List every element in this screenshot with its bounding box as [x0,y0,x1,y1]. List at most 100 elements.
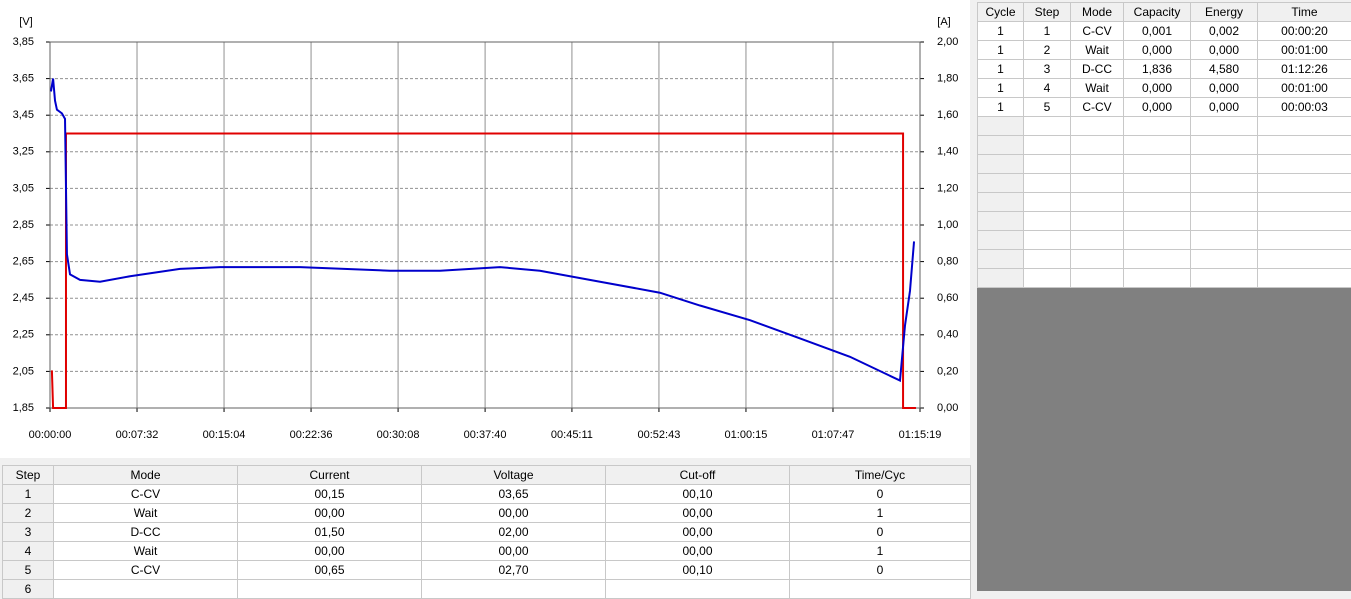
table-cell: 0,000 [1191,41,1258,60]
table-cell [978,212,1024,231]
x-tick-label: 00:52:43 [638,429,681,441]
table-row: 6 [3,580,971,599]
table-cell [1191,193,1258,212]
table-cell: 00,00 [606,504,790,523]
table-cell: 00,65 [238,561,422,580]
table-cell: 01:12:26 [1258,60,1351,79]
y-tick-label: 2,65 [13,256,34,268]
y2-unit: [A] [937,16,950,28]
table-cell [1124,193,1191,212]
table-cell: 4 [3,542,54,561]
table-cell: C-CV [54,561,238,580]
table-cell [1258,174,1351,193]
y2-tick-label: 1,60 [937,109,958,121]
table-cell: D-CC [1071,60,1124,79]
x-tick-label: 01:15:19 [899,429,942,441]
table-cell: 02,70 [422,561,606,580]
chart: [V] [A] 1,852,052,252,452,652,853,053,25… [0,0,970,458]
y2-tick-label: 1,80 [937,73,958,85]
table-cell: 2 [1024,41,1071,60]
table-cell [978,250,1024,269]
table-cell: 00,00 [606,542,790,561]
table-cell: 01,50 [238,523,422,542]
table-cell [1258,212,1351,231]
table-cell [1024,174,1071,193]
table-cell [1024,136,1071,155]
table-cell: 1 [978,79,1024,98]
table-cell: 1 [1024,22,1071,41]
column-header: Time/Cyc [790,466,971,485]
table-cell: 0 [790,523,971,542]
table-cell: 0,000 [1124,79,1191,98]
column-header: Step [3,466,54,485]
table-cell [1071,117,1124,136]
table-cell: 00,00 [238,504,422,523]
table-cell [1071,174,1124,193]
table-cell: 0,001 [1124,22,1191,41]
x-tick-label: 00:15:04 [203,429,246,441]
table-cell [1024,231,1071,250]
table-row [978,250,1351,269]
table-cell: 00:00:20 [1258,22,1351,41]
table-cell [978,231,1024,250]
table-cell: 00:01:00 [1258,79,1351,98]
table-cell: D-CC [54,523,238,542]
table-cell [238,580,422,599]
table-cell: 00,10 [606,561,790,580]
table-cell: 00,00 [238,542,422,561]
table-cell: 3 [3,523,54,542]
column-header: Cycle [978,3,1024,22]
table-cell: 3 [1024,60,1071,79]
column-header: Voltage [422,466,606,485]
table-cell [1258,231,1351,250]
table-cell: 1 [978,41,1024,60]
y2-tick-label: 0,20 [937,365,958,377]
x-tick-label: 00:00:00 [29,429,72,441]
table-cell [1024,269,1071,288]
table-cell [790,580,971,599]
x-tick-label: 00:30:08 [377,429,420,441]
y-tick-label: 2,25 [13,329,34,341]
table-cell [1071,193,1124,212]
y-tick-label: 3,45 [13,109,34,121]
y2-tick-label: 2,00 [937,36,958,48]
table-cell [1071,155,1124,174]
y2-tick-label: 0,60 [937,292,958,304]
column-header: Time [1258,3,1351,22]
column-header: Current [238,466,422,485]
table-cell: 0,000 [1191,98,1258,117]
column-header: Energy [1191,3,1258,22]
y-tick-label: 3,25 [13,146,34,158]
column-header: Mode [1071,3,1124,22]
y-tick-label: 2,85 [13,219,34,231]
y-tick-label: 3,65 [13,73,34,85]
table-cell: 5 [1024,98,1071,117]
table-cell: 0,000 [1124,98,1191,117]
table-cell: Wait [54,504,238,523]
table-cell: 4,580 [1191,60,1258,79]
y2-tick-label: 0,40 [937,329,958,341]
table-cell [1191,231,1258,250]
table-cell: 0,000 [1124,41,1191,60]
y-tick-label: 2,05 [13,365,34,377]
table-row [978,269,1351,288]
table-cell [1071,136,1124,155]
table-cell [1191,136,1258,155]
table-cell [978,269,1024,288]
table-cell [422,580,606,599]
table-row [978,231,1351,250]
table-cell: C-CV [1071,98,1124,117]
table-cell [1071,231,1124,250]
table-cell: Wait [1071,41,1124,60]
table-cell: 6 [3,580,54,599]
y-unit: [V] [19,16,32,28]
table-cell: Wait [54,542,238,561]
table-cell [1071,250,1124,269]
